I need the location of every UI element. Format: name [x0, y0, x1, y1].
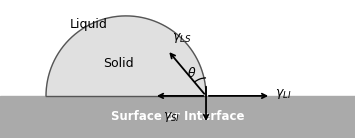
Bar: [0, 96, 355, 138]
Text: Surface or Interface: Surface or Interface: [111, 110, 244, 124]
Polygon shape: [46, 16, 206, 96]
Text: $\gamma_{LI}$: $\gamma_{LI}$: [275, 87, 292, 101]
Text: $\theta$: $\theta$: [187, 66, 197, 80]
Text: Solid: Solid: [103, 57, 133, 70]
Text: $\gamma_{LS}$: $\gamma_{LS}$: [173, 31, 192, 45]
Text: $\gamma_{SI}$: $\gamma_{SI}$: [163, 110, 181, 124]
Text: Liquid: Liquid: [70, 18, 108, 31]
